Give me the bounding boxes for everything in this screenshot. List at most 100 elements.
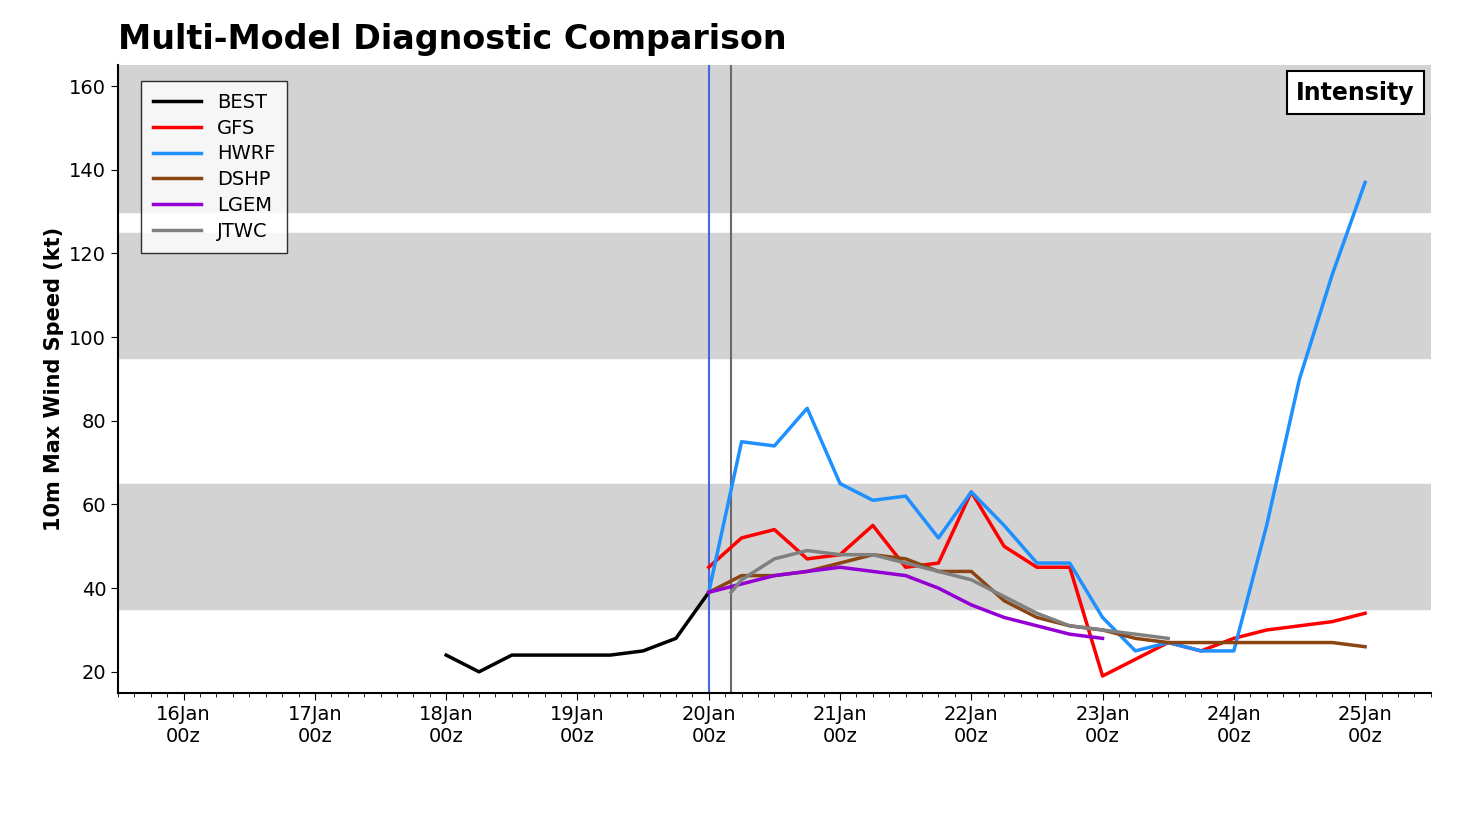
DSHP	[766, 570, 783, 580]
DSHP	[929, 566, 947, 576]
HWRF	[1028, 558, 1046, 568]
HWRF	[996, 521, 1013, 531]
HWRF	[1061, 558, 1078, 568]
BEST	[667, 633, 684, 643]
JTWC	[929, 566, 947, 576]
GFS	[963, 487, 981, 497]
HWRF	[1127, 646, 1145, 656]
JTWC	[996, 592, 1013, 601]
JTWC	[723, 588, 740, 597]
JTWC	[1028, 608, 1046, 618]
LGEM	[798, 566, 816, 576]
GFS	[766, 525, 783, 535]
GFS	[1028, 562, 1046, 572]
GFS	[897, 562, 914, 572]
HWRF	[1159, 637, 1177, 647]
Line: DSHP: DSHP	[708, 555, 1366, 647]
Bar	[118, 232, 1431, 358]
JTWC	[864, 550, 882, 560]
LGEM	[963, 600, 981, 610]
JTWC	[897, 558, 914, 568]
DSHP	[1258, 637, 1276, 647]
JTWC	[798, 545, 816, 555]
GFS	[864, 521, 882, 531]
HWRF	[1291, 374, 1308, 384]
Y-axis label: 10m Max Wind Speed (kt): 10m Max Wind Speed (kt)	[44, 227, 63, 531]
HWRF	[929, 533, 947, 543]
BEST	[602, 650, 620, 660]
DSHP	[1226, 637, 1243, 647]
GFS	[733, 533, 751, 543]
DSHP	[733, 570, 751, 580]
HWRF	[1357, 178, 1375, 187]
LGEM	[766, 570, 783, 580]
DSHP	[1061, 621, 1078, 631]
Bar	[118, 483, 1431, 609]
DSHP	[1028, 613, 1046, 623]
DSHP	[832, 558, 850, 568]
HWRF	[897, 491, 914, 501]
BEST	[438, 650, 456, 660]
DSHP	[1291, 637, 1308, 647]
LGEM	[864, 566, 882, 576]
DSHP	[897, 554, 914, 564]
GFS	[1192, 646, 1210, 656]
BEST	[471, 667, 488, 676]
GFS	[1357, 608, 1375, 618]
DSHP	[1192, 637, 1210, 647]
LGEM	[733, 579, 751, 589]
BEST	[699, 588, 717, 597]
LGEM	[929, 584, 947, 593]
GFS	[1258, 625, 1276, 635]
DSHP	[1127, 633, 1145, 643]
DSHP	[963, 566, 981, 576]
HWRF	[733, 437, 751, 447]
GFS	[1323, 617, 1341, 627]
LGEM	[897, 570, 914, 580]
Line: LGEM: LGEM	[708, 567, 1103, 638]
Legend: BEST, GFS, HWRF, DSHP, LGEM, JTWC: BEST, GFS, HWRF, DSHP, LGEM, JTWC	[140, 82, 286, 253]
JTWC	[766, 554, 783, 564]
JTWC	[1094, 625, 1112, 635]
JTWC	[1127, 629, 1145, 639]
HWRF	[963, 487, 981, 497]
GFS	[1094, 671, 1112, 681]
JTWC	[733, 575, 751, 584]
DSHP	[996, 596, 1013, 606]
DSHP	[798, 566, 816, 576]
LGEM	[1061, 629, 1078, 639]
HWRF	[766, 441, 783, 451]
BEST	[535, 650, 553, 660]
GFS	[996, 541, 1013, 551]
DSHP	[1159, 637, 1177, 647]
GFS	[699, 562, 717, 572]
DSHP	[864, 550, 882, 560]
GFS	[1061, 562, 1078, 572]
LGEM	[1094, 633, 1112, 643]
DSHP	[699, 588, 717, 597]
Line: BEST: BEST	[447, 593, 708, 672]
Text: Multi-Model Diagnostic Comparison: Multi-Model Diagnostic Comparison	[118, 23, 786, 55]
HWRF	[1258, 521, 1276, 531]
DSHP	[1357, 642, 1375, 652]
BEST	[569, 650, 587, 660]
JTWC	[832, 550, 850, 560]
LGEM	[996, 613, 1013, 623]
Line: HWRF: HWRF	[708, 183, 1366, 651]
HWRF	[1094, 613, 1112, 623]
LGEM	[832, 562, 850, 572]
LGEM	[1028, 621, 1046, 631]
HWRF	[1192, 646, 1210, 656]
GFS	[1159, 637, 1177, 647]
HWRF	[832, 478, 850, 488]
GFS	[1226, 633, 1243, 643]
DSHP	[1323, 637, 1341, 647]
BEST	[503, 650, 521, 660]
HWRF	[864, 496, 882, 505]
HWRF	[798, 403, 816, 413]
HWRF	[1226, 646, 1243, 656]
DSHP	[1094, 625, 1112, 635]
Bar	[118, 65, 1431, 212]
GFS	[798, 554, 816, 564]
Line: GFS: GFS	[708, 492, 1366, 676]
